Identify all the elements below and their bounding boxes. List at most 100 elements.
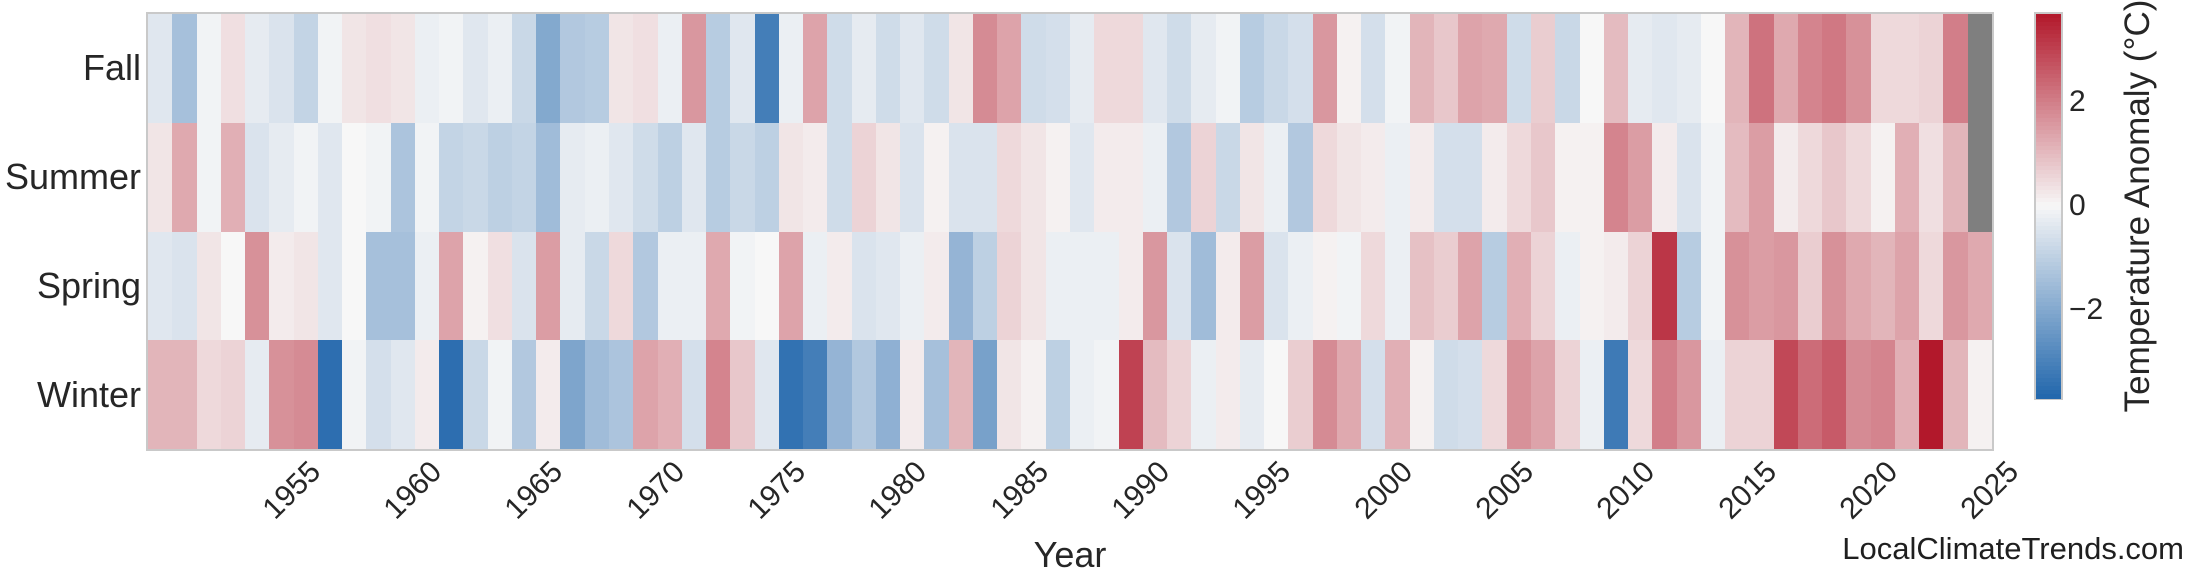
heatmap-cell-spring-1986 xyxy=(1021,231,1046,341)
heatmap-cell-winter-1961 xyxy=(414,340,440,449)
heatmap-cell-spring-2008 xyxy=(1555,231,1580,341)
heatmap-cell-summer-1953 xyxy=(220,122,246,232)
colorbar-gradient-segment xyxy=(2036,110,2061,115)
heatmap-cell-fall-1950 xyxy=(148,14,173,123)
heatmap-cell-summer-1998 xyxy=(1312,122,1337,232)
heatmap-cell-winter-1958 xyxy=(342,340,367,449)
x-tick-1960: 1960 xyxy=(377,455,449,526)
heatmap-cell-spring-1996 xyxy=(1264,231,1289,341)
heatmap-cell-summer-1981 xyxy=(900,122,925,232)
heatmap-cell-summer-2010 xyxy=(1603,122,1629,232)
heatmap-cell-spring-1972 xyxy=(681,231,707,341)
heatmap-cell-summer-1970 xyxy=(633,122,658,232)
heatmap-cell-summer-1984 xyxy=(972,122,998,232)
heatmap-cell-winter-2018 xyxy=(1797,340,1823,449)
heatmap-cell-spring-1953 xyxy=(220,231,246,341)
x-tick-2010: 2010 xyxy=(1590,455,1662,526)
heatmap-cell-summer-1960 xyxy=(390,122,415,232)
colorbar-gradient-segment xyxy=(2036,138,2061,143)
heatmap-cell-fall-1952 xyxy=(196,14,221,123)
heatmap-cell-fall-2005 xyxy=(1482,14,1507,123)
heatmap-cell-spring-2002 xyxy=(1409,231,1434,341)
x-tick-1980: 1980 xyxy=(862,455,934,526)
heatmap-cell-summer-1954 xyxy=(245,122,270,232)
heatmap-cell-spring-1987 xyxy=(1045,231,1070,341)
heatmap-cell-fall-1951 xyxy=(172,14,197,123)
heatmap-cell-summer-1971 xyxy=(657,122,682,232)
heatmap-cell-fall-1983 xyxy=(948,14,973,123)
colorbar-gradient-segment xyxy=(2036,354,2061,359)
colorbar-gradient-segment xyxy=(2036,98,2061,103)
colorbar-gradient-segment xyxy=(2036,286,2061,291)
heatmap-cell-summer-1962 xyxy=(439,122,464,232)
heatmap-cell-summer-1980 xyxy=(875,122,901,232)
colorbar-gradient-segment xyxy=(2036,262,2061,267)
colorbar-gradient-segment xyxy=(2036,222,2061,227)
heatmap-cell-spring-1977 xyxy=(803,231,828,341)
colorbar-gradient-segment xyxy=(2036,102,2061,107)
heatmap-cell-winter-1999 xyxy=(1336,340,1362,449)
heatmap-cell-fall-2013 xyxy=(1676,14,1701,123)
heatmap-cell-winter-1971 xyxy=(657,340,682,449)
heatmap-cell-summer-2006 xyxy=(1506,122,1531,232)
heatmap-cell-winter-2016 xyxy=(1749,340,1774,449)
heatmap-cell-fall-1990 xyxy=(1118,14,1143,123)
heatmap-cell-fall-2021 xyxy=(1870,14,1895,123)
heatmap-cell-summer-2023 xyxy=(1919,122,1944,232)
heatmap-cell-winter-1955 xyxy=(269,340,294,449)
heatmap-cell-winter-1960 xyxy=(390,340,415,449)
heatmap-cell-fall-1959 xyxy=(366,14,391,123)
heatmap-cell-spring-1982 xyxy=(924,231,949,341)
y-axis-label-spring: Spring xyxy=(36,264,141,306)
heatmap-cell-summer-2016 xyxy=(1749,122,1774,232)
heatmap-cell-summer-1958 xyxy=(342,122,367,232)
heatmap-cell-spring-1985 xyxy=(997,231,1022,341)
heatmap-cell-spring-2021 xyxy=(1870,231,1895,341)
heatmap-cell-fall-1972 xyxy=(681,14,707,123)
heatmap-cell-winter-1998 xyxy=(1312,340,1337,449)
colorbar-tick--2: −2 xyxy=(2069,292,2104,326)
heatmap-cell-winter-1969 xyxy=(609,340,634,449)
heatmap-cell-fall-1962 xyxy=(439,14,464,123)
colorbar-gradient-segment xyxy=(2036,74,2061,79)
heatmap-cell-fall-2014 xyxy=(1700,14,1726,123)
colorbar-gradient-segment xyxy=(2036,374,2061,379)
colorbar-gradient-segment xyxy=(2036,346,2061,351)
heatmap-cell-spring-1954 xyxy=(245,231,270,341)
colorbar-gradient-segment xyxy=(2036,258,2061,263)
heatmap-cell-fall-2006 xyxy=(1506,14,1531,123)
heatmap-cell-spring-1979 xyxy=(851,231,876,341)
heatmap-cell-summer-1999 xyxy=(1336,122,1362,232)
heatmap-cell-spring-2022 xyxy=(1894,231,1920,341)
heatmap-cell-winter-2022 xyxy=(1894,340,1920,449)
colorbar-gradient-segment xyxy=(2036,150,2061,155)
heatmap-cell-fall-1995 xyxy=(1239,14,1265,123)
colorbar-gradient-segment xyxy=(2036,334,2061,339)
x-tick-2025: 2025 xyxy=(1954,455,2026,526)
colorbar-gradient-segment xyxy=(2036,38,2061,43)
heatmap-cell-spring-1965 xyxy=(511,231,537,341)
colorbar-gradient-segment xyxy=(2036,314,2061,319)
heatmap-cell-summer-1967 xyxy=(560,122,585,232)
colorbar-gradient-segment xyxy=(2036,158,2061,163)
heatmap-cell-spring-1984 xyxy=(972,231,998,341)
heatmap-cell-spring-1999 xyxy=(1336,231,1362,341)
heatmap-cell-winter-2001 xyxy=(1385,340,1410,449)
heatmap-cell-spring-1975 xyxy=(754,231,779,341)
colorbar-gradient-segment xyxy=(2036,198,2061,203)
heatmap-cell-winter-1979 xyxy=(851,340,876,449)
heatmap-cell-fall-1969 xyxy=(609,14,634,123)
heatmap-cell-summer-1977 xyxy=(803,122,828,232)
heatmap-cell-spring-2010 xyxy=(1603,231,1629,341)
heatmap-cell-summer-1951 xyxy=(172,122,197,232)
heatmap-cell-winter-1972 xyxy=(681,340,707,449)
heatmap-cell-fall-2024 xyxy=(1943,14,1968,123)
heatmap-cell-summer-1965 xyxy=(511,122,537,232)
colorbar-tick-0: 0 xyxy=(2069,189,2086,222)
colorbar-gradient-segment xyxy=(2036,66,2061,71)
colorbar-gradient-segment xyxy=(2036,30,2061,35)
colorbar-gradient-segment xyxy=(2036,362,2061,367)
heatmap-cell-summer-1995 xyxy=(1239,122,1265,232)
heatmap-cell-winter-1990 xyxy=(1118,340,1143,449)
heatmap-cell-summer-1952 xyxy=(196,122,221,232)
